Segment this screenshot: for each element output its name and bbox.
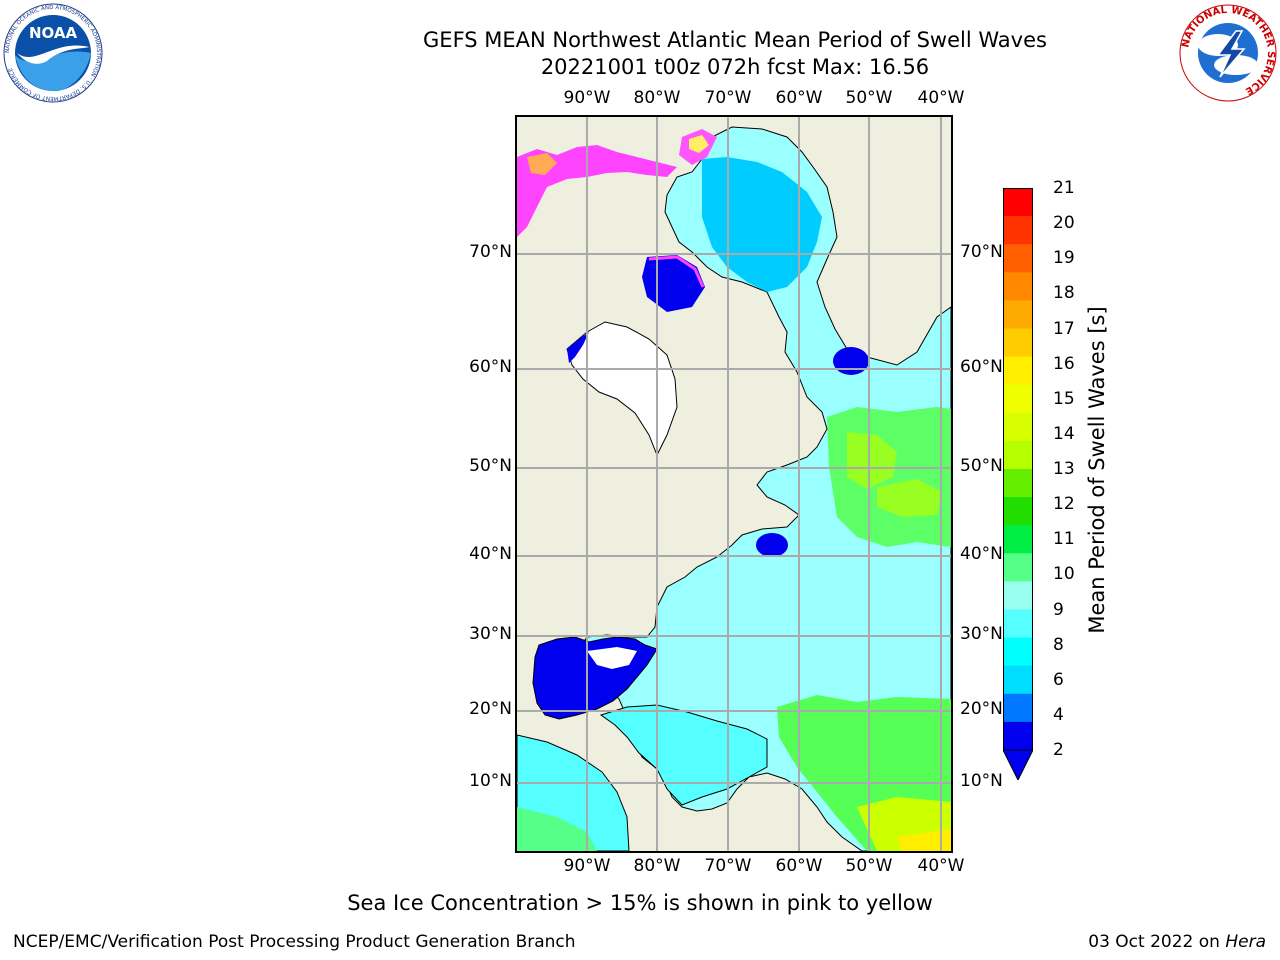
lat-label-right-60n: 60°N bbox=[960, 357, 1003, 377]
nws-logo: NATIONAL WEATHER SERVICE bbox=[1179, 4, 1277, 102]
map-panel bbox=[515, 115, 953, 853]
footer-date: 03 Oct 2022 on Hera bbox=[1088, 932, 1266, 952]
chart-subtitle: 20221001 t00z 072h fcst Max: 16.56 bbox=[540, 55, 930, 79]
colorbar-segment bbox=[1003, 244, 1033, 273]
colorbar-tick-label: 14 bbox=[1053, 423, 1075, 444]
colorbar-tick-label: 2 bbox=[1053, 740, 1064, 760]
footer-date-text: 03 Oct 2022 on bbox=[1088, 932, 1220, 952]
lon-label-top-70w: 70°W bbox=[704, 88, 752, 108]
colorbar-segment bbox=[1003, 693, 1033, 723]
colorbar-segment bbox=[1003, 665, 1033, 695]
swell-band-yellowgreen bbox=[847, 432, 897, 489]
lat-label-left-30n: 30°N bbox=[469, 624, 512, 644]
colorbar-tick-label: 15 bbox=[1053, 388, 1075, 409]
colorbar-outline bbox=[1003, 188, 1033, 751]
colorbar-segment bbox=[1003, 384, 1033, 414]
colorbar-title: Mean Period of Swell Waves [s] bbox=[1085, 306, 1109, 634]
colorbar-segment bbox=[1003, 637, 1033, 667]
colorbar-tick-label: 18 bbox=[1053, 283, 1075, 304]
lat-label-right-50n: 50°N bbox=[960, 456, 1003, 476]
lon-label-bottom-90w: 90°W bbox=[563, 856, 611, 876]
colorbar-segment bbox=[1003, 581, 1033, 610]
lat-label-left-60n: 60°N bbox=[469, 357, 512, 377]
colorbar-segment bbox=[1003, 272, 1033, 301]
colorbar-segment bbox=[1003, 188, 1033, 217]
footer-org: NCEP/EMC/Verification Post Processing Pr… bbox=[13, 932, 576, 952]
lon-label-top-40w: 40°W bbox=[917, 88, 965, 108]
colorbar-segment bbox=[1003, 525, 1033, 554]
colorbar-tick-label: 6 bbox=[1053, 669, 1064, 690]
colorbar-tick-label: 4 bbox=[1053, 704, 1064, 725]
sea-ice-note: Sea Ice Concentration > 15% is shown in … bbox=[347, 891, 933, 915]
lon-label-top-90w: 90°W bbox=[563, 88, 611, 108]
colorbar-tick-label: 17 bbox=[1053, 318, 1075, 339]
colorbar-tick-label: 8 bbox=[1053, 634, 1064, 655]
chart-title: GEFS MEAN Northwest Atlantic Mean Period… bbox=[423, 28, 1047, 52]
sea-ice-yellow bbox=[689, 135, 709, 153]
colorbar-segment bbox=[1003, 609, 1033, 639]
swell-low-40n bbox=[756, 533, 788, 557]
colorbar-tick-label: 20 bbox=[1053, 213, 1075, 234]
hudson-bay-ice-edge bbox=[567, 332, 589, 363]
pacific-green bbox=[517, 807, 597, 851]
labrador-sea-band bbox=[702, 157, 822, 292]
lon-label-bottom-50w: 50°W bbox=[845, 856, 893, 876]
colorbar-segment bbox=[1003, 497, 1033, 526]
lat-label-right-10n: 10°N bbox=[960, 771, 1003, 791]
sea-ice-orange bbox=[527, 153, 557, 175]
lat-label-left-40n: 40°N bbox=[469, 544, 512, 564]
lat-label-right-70n: 70°N bbox=[960, 242, 1003, 262]
colorbar-segment bbox=[1003, 469, 1033, 498]
swell-band-yellow-tip bbox=[897, 829, 951, 851]
lon-label-bottom-70w: 70°W bbox=[704, 856, 752, 876]
swell-low-60n bbox=[833, 347, 869, 375]
lon-label-top-60w: 60°W bbox=[775, 88, 823, 108]
noaa-logo: NATIONAL OCEANIC AND ATMOSPHERIC ADMINIS… bbox=[3, 3, 103, 103]
lat-label-right-30n: 30°N bbox=[960, 624, 1003, 644]
colorbar-segment bbox=[1003, 721, 1033, 751]
colorbar-tick-label: 10 bbox=[1053, 564, 1075, 585]
colorbar-segment bbox=[1003, 412, 1033, 442]
colorbar-segment bbox=[1003, 216, 1033, 245]
colorbar-tick-label: 13 bbox=[1053, 459, 1075, 479]
lat-label-left-70n: 70°N bbox=[469, 242, 512, 262]
footer-host: Hera bbox=[1225, 932, 1266, 952]
colorbar-tick-label: 21 bbox=[1053, 178, 1075, 198]
lat-label-left-50n: 50°N bbox=[469, 456, 512, 476]
colorbar-tick-label: 9 bbox=[1053, 599, 1064, 620]
lon-label-bottom-60w: 60°W bbox=[775, 856, 823, 876]
noaa-logo-text: NOAA bbox=[29, 24, 78, 42]
swell-band-yellowgreen-2 bbox=[877, 479, 942, 517]
lat-label-left-20n: 20°N bbox=[469, 699, 512, 719]
map-svg bbox=[517, 117, 951, 851]
lat-label-left-10n: 10°N bbox=[469, 771, 512, 791]
gulf-white-patch bbox=[587, 647, 637, 669]
colorbar-tick-label: 11 bbox=[1053, 529, 1075, 550]
colorbar-tick-label: 19 bbox=[1053, 248, 1075, 269]
colorbar-segment bbox=[1003, 440, 1033, 470]
colorbar-segment bbox=[1003, 300, 1033, 329]
lat-label-right-40n: 40°N bbox=[960, 544, 1003, 564]
colorbar bbox=[1003, 188, 1033, 780]
lon-label-top-80w: 80°W bbox=[633, 88, 681, 108]
lon-label-bottom-80w: 80°W bbox=[633, 856, 681, 876]
sea-ice-foxe-pink bbox=[648, 255, 705, 288]
colorbar-under-arrow bbox=[1003, 749, 1033, 780]
sea-ice-arctic bbox=[517, 145, 677, 237]
colorbar-tick-label: 12 bbox=[1053, 494, 1075, 515]
colorbar-segment bbox=[1003, 328, 1033, 358]
lat-label-right-20n: 20°N bbox=[960, 699, 1003, 719]
lon-label-top-50w: 50°W bbox=[845, 88, 893, 108]
lon-label-bottom-40w: 40°W bbox=[917, 856, 965, 876]
graticule bbox=[517, 117, 951, 851]
colorbar-tick-label: 16 bbox=[1053, 353, 1075, 374]
colorbar-segment bbox=[1003, 553, 1033, 582]
colorbar-segment bbox=[1003, 356, 1033, 386]
